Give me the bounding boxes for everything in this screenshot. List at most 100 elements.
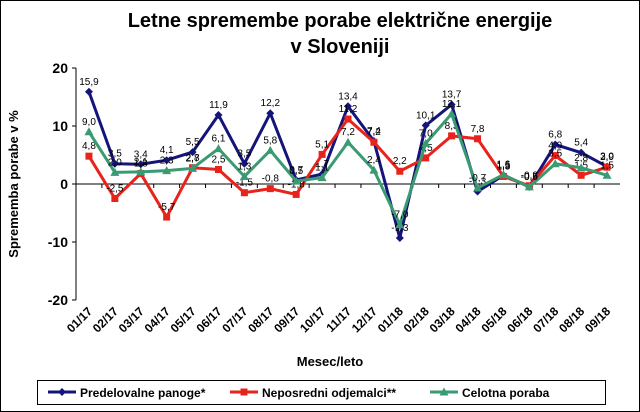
data-label: 3,5 xyxy=(548,149,562,160)
point xyxy=(240,189,248,197)
x-tick-label: 09/17 xyxy=(271,304,302,335)
chart-title: Letne spremembe porabe električne energi… xyxy=(127,10,553,58)
data-label: 1,5 xyxy=(496,160,510,171)
data-label: 1,7 xyxy=(315,159,329,170)
data-label: 2,5 xyxy=(212,155,226,166)
x-tick-label: 04/17 xyxy=(142,304,173,335)
point xyxy=(162,166,172,175)
data-label: 15,9 xyxy=(79,77,99,88)
data-label: 2,3 xyxy=(160,156,174,167)
point xyxy=(318,150,326,158)
data-label: 9,0 xyxy=(82,117,96,128)
point xyxy=(577,171,585,179)
x-tick-label: 06/17 xyxy=(193,304,224,335)
data-label: 1,5 xyxy=(600,160,614,171)
point xyxy=(162,156,171,165)
data-label: 2,9 xyxy=(600,152,614,163)
data-label: 5,8 xyxy=(263,135,277,146)
x-tick-label: 10/17 xyxy=(297,304,328,335)
data-label: 1,1 xyxy=(315,163,329,174)
point xyxy=(576,163,586,172)
data-label: -0,5 xyxy=(521,172,539,183)
data-label: 2,2 xyxy=(393,156,407,167)
data-label: 3,5 xyxy=(237,149,251,160)
data-label: -1,8 xyxy=(288,179,306,190)
point xyxy=(317,173,327,182)
x-tick-label: 12/17 xyxy=(349,304,380,335)
point xyxy=(239,171,249,180)
data-label: 3,5 xyxy=(108,149,122,160)
x-tick-label: 05/18 xyxy=(478,304,509,335)
point xyxy=(240,388,248,396)
point xyxy=(474,135,482,143)
point xyxy=(421,138,431,147)
point xyxy=(188,163,198,172)
point xyxy=(136,160,145,169)
point xyxy=(551,140,560,149)
point xyxy=(396,167,404,175)
point xyxy=(439,387,449,396)
data-label: 7,8 xyxy=(471,124,485,135)
data-label: 7,2 xyxy=(341,127,355,138)
point xyxy=(188,148,197,157)
point xyxy=(550,159,560,168)
data-label: 3,4 xyxy=(134,149,148,160)
legend-box xyxy=(37,380,606,405)
point xyxy=(524,182,534,191)
x-axis-label: Mesec/leto xyxy=(297,354,364,369)
x-tick-label: 08/17 xyxy=(245,304,276,335)
legend-label: Predelovalne panoge* xyxy=(80,386,206,400)
data-label: 5,4 xyxy=(574,138,588,149)
point xyxy=(395,220,405,229)
data-label: 7,2 xyxy=(367,127,381,138)
x-tick-label: 02/18 xyxy=(401,304,432,335)
x-tick-label: 06/18 xyxy=(504,304,535,335)
x-tick-label: 07/18 xyxy=(530,304,561,335)
point xyxy=(266,109,275,118)
x-tick-label: 05/17 xyxy=(168,304,199,335)
point xyxy=(292,190,300,198)
data-label: 10,1 xyxy=(416,110,436,121)
data-label: -0,3 xyxy=(521,171,539,182)
data-label: -0,8 xyxy=(262,174,280,185)
x-tick-label: 04/18 xyxy=(453,304,484,335)
point xyxy=(84,127,94,136)
data-label: 2,8 xyxy=(574,153,588,164)
data-label: -0,5 xyxy=(521,172,539,183)
y-tick-label: -20 xyxy=(48,292,68,308)
point xyxy=(370,138,378,146)
point xyxy=(603,163,611,171)
point xyxy=(111,195,119,202)
data-label: 1,3 xyxy=(496,161,510,172)
point xyxy=(473,183,483,192)
point xyxy=(85,152,93,160)
point xyxy=(602,170,612,179)
data-label: 4,8 xyxy=(82,141,96,152)
data-label: 1,3 xyxy=(237,161,251,172)
x-tick-label: 03/18 xyxy=(427,304,458,335)
data-label: 7,4 xyxy=(367,126,381,137)
point xyxy=(110,167,120,176)
point xyxy=(344,102,352,111)
point xyxy=(58,388,66,396)
data-label: -2,5 xyxy=(106,184,124,195)
data-label: 13,7 xyxy=(442,90,462,101)
x-tick-label: 01/18 xyxy=(375,304,406,335)
point xyxy=(265,145,275,154)
point xyxy=(110,159,119,168)
data-label: 2,7 xyxy=(186,153,200,164)
point xyxy=(344,115,352,123)
point xyxy=(395,233,404,242)
point xyxy=(213,144,223,153)
legend-label: Celotna poraba xyxy=(462,386,550,400)
data-label: 2,0 xyxy=(108,157,122,168)
point xyxy=(448,132,456,140)
data-label: 7,0 xyxy=(419,128,433,139)
data-label: 1,8 xyxy=(134,159,148,170)
point xyxy=(343,137,353,146)
point xyxy=(577,148,586,157)
data-label: -7,0 xyxy=(391,210,409,221)
y-tick-label: 0 xyxy=(60,176,68,192)
